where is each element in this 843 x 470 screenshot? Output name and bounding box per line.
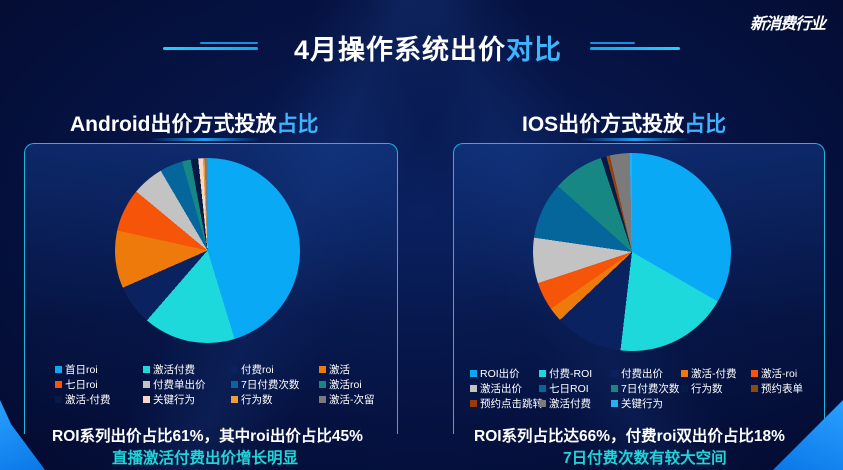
legend-item: 七日roi	[55, 378, 143, 391]
legend-label: 付费出价	[621, 368, 663, 380]
legend-item: 激活	[319, 363, 389, 376]
legend-item: 付费-ROI	[539, 367, 611, 380]
legend-swatch-icon	[143, 396, 150, 403]
legend-label: 7日付费次数	[241, 379, 300, 391]
legend-swatch-icon	[55, 381, 62, 388]
legend-swatch-icon	[55, 396, 62, 403]
legend-item: 关键行为	[611, 397, 681, 410]
legend-item: 关键行为	[143, 393, 231, 406]
legend-item: 激活付费	[539, 397, 611, 410]
legend-label: 预约点击跳转	[480, 398, 543, 410]
legend-label: 付费单出价	[153, 379, 206, 391]
title-decor-line	[200, 42, 258, 44]
legend-swatch-icon	[611, 400, 618, 407]
legend-label: 激活roi	[329, 379, 362, 391]
legend-label: 七日ROI	[549, 383, 589, 395]
title-decor-line	[163, 47, 258, 50]
legend-label: 激活-roi	[761, 368, 798, 380]
legend-label: 关键行为	[153, 394, 195, 406]
page-title: 4月操作系统出价对比	[293, 35, 563, 65]
legend-swatch-icon	[231, 381, 238, 388]
legend-label: 行为数	[241, 394, 273, 406]
legend-swatch-icon	[470, 370, 477, 377]
legend-swatch-icon	[319, 381, 326, 388]
title-glow	[580, 138, 690, 141]
legend-label: 激活付费	[153, 364, 195, 376]
legend-item: 付费出价	[611, 367, 681, 380]
legend-swatch-icon	[751, 385, 758, 392]
legend-label: 预约表单	[761, 383, 803, 395]
legend-swatch-icon	[231, 366, 238, 373]
android-insight: 直播激活付费出价增长明显	[112, 450, 299, 467]
brand-logo: 新消费行业	[749, 16, 826, 33]
legend-item: 行为数	[231, 393, 319, 406]
legend-label: 七日roi	[65, 379, 98, 391]
legend-swatch-icon	[611, 370, 618, 377]
legend-swatch-icon	[681, 385, 688, 392]
legend-item: 激活-付费	[55, 393, 143, 406]
legend-swatch-icon	[751, 370, 758, 377]
legend-item: 激活-付费	[681, 367, 751, 380]
legend-label: 关键行为	[621, 398, 663, 410]
legend-item: 付费单出价	[143, 378, 231, 391]
legend-swatch-icon	[681, 370, 688, 377]
legend-label: 行为数	[691, 383, 723, 395]
ios-insight: 7日付费次数有较大空间	[563, 450, 727, 467]
legend-swatch-icon	[611, 385, 618, 392]
legend-label: 激活-付费	[65, 394, 111, 406]
legend-swatch-icon	[539, 385, 546, 392]
ios-summary: ROI系列占比达66%，付费roi双出价占比18%	[474, 428, 785, 445]
legend-label: 激活-次留	[329, 394, 375, 406]
legend-item: ROI出价	[470, 367, 539, 380]
legend-item: 激活出价	[470, 382, 539, 395]
legend-item: 首日roi	[55, 363, 143, 376]
android-pie-chart	[115, 158, 300, 343]
ios-legend: ROI出价 付费-ROI 付费出价 激活-付费 激活-roi 激活出价 七日ROI 7日付费次…	[470, 367, 821, 410]
legend-label: 激活	[329, 364, 350, 376]
legend-label: 付费-ROI	[549, 368, 593, 380]
legend-swatch-icon	[319, 366, 326, 373]
legend-swatch-icon	[231, 396, 238, 403]
legend-item: 激活付费	[143, 363, 231, 376]
legend-item: 预约点击跳转	[470, 397, 543, 410]
ios-chart-title: IOS出价方式投放占比	[522, 113, 727, 136]
legend-label: 付费roi	[241, 364, 274, 376]
legend-swatch-icon	[143, 366, 150, 373]
legend-swatch-icon	[470, 400, 477, 407]
legend-swatch-icon	[539, 370, 546, 377]
legend-item: 激活roi	[319, 378, 389, 391]
legend-label: 首日roi	[65, 364, 98, 376]
title-decor-line	[590, 47, 680, 50]
legend-label: 激活-付费	[691, 368, 737, 380]
android-summary: ROI系列出价占比61%，其中roi出价占比45%	[52, 428, 363, 445]
title-decor-line	[590, 42, 635, 44]
legend-item: 激活-次留	[319, 393, 389, 406]
legend-item: 7日付费次数	[231, 378, 319, 391]
ios-pie-chart	[533, 153, 731, 351]
legend-item: 7日付费次数	[611, 382, 681, 395]
legend-label: ROI出价	[480, 368, 520, 380]
legend-item: 激活-roi	[751, 367, 821, 380]
legend-swatch-icon	[470, 385, 477, 392]
legend-item: 行为数	[681, 382, 751, 395]
legend-label: 7日付费次数	[621, 383, 680, 395]
android-legend: 首日roi 激活付费 付费roi 激活七日roi 付费单出价 7日付费次数 激活roi 激活-…	[55, 363, 389, 406]
legend-label: 激活出价	[480, 383, 522, 395]
android-chart-title: Android出价方式投放占比	[70, 113, 319, 136]
legend-swatch-icon	[55, 366, 62, 373]
legend-swatch-icon	[319, 396, 326, 403]
page-header: 4月操作系统出价对比	[0, 28, 843, 65]
legend-item: 预约表单	[751, 382, 821, 395]
legend-item: 付费roi	[231, 363, 319, 376]
legend-item: 七日ROI	[539, 382, 611, 395]
legend-swatch-icon	[143, 381, 150, 388]
title-glow	[150, 138, 260, 141]
legend-swatch-icon	[539, 400, 546, 407]
legend-label: 激活付费	[549, 398, 591, 410]
